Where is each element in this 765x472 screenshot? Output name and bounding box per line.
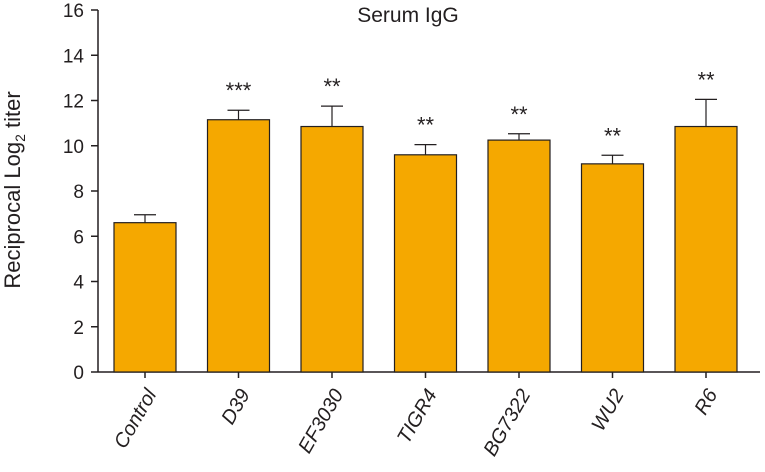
bar-control [113,222,177,373]
x-tick-label: R6 [690,385,722,419]
y-tick-label: 4 [73,273,84,294]
y-tick-label: 12 [63,92,84,113]
chart-title: Serum IgG [357,4,459,27]
x-tick-label: Control [110,385,162,452]
y-axis-label-subscript: 2 [12,134,28,142]
x-tick-labels: Control D39 EF3030 TIGR4 BG7322 WU2 R6 [110,372,723,460]
significance-label: ** [697,67,715,92]
x-tick-label: WU2 [588,386,629,435]
significance-label: ** [604,123,622,148]
bar-bg7322 [487,139,551,373]
x-tick-label: EF3030 [294,386,348,458]
x-tick-label: TIGR4 [393,386,442,448]
x-tick-label: D39 [217,386,254,429]
y-tick-label: 2 [73,318,84,339]
significance-label: ** [510,102,528,127]
significance-label: *** [226,78,252,103]
significance-label: ** [417,113,435,138]
x-tick-label: BG7322 [480,386,536,461]
significance-marks: *** **** ****** [226,67,715,148]
bars [113,119,738,373]
y-tick-label: 10 [63,137,84,158]
y-axis-label-prefix: Reciprocal Log [0,142,25,289]
significance-label: ** [323,74,341,99]
y-ticks: 0 2 4 6 8 10 12 14 16 [63,1,98,384]
y-tick-label: 14 [63,46,85,67]
y-axis-label: Reciprocal Log2 titer [0,91,28,288]
y-tick-label: 0 [73,363,84,384]
y-tick-label: 8 [73,182,84,203]
error-bars [134,98,717,223]
bar-ef3030 [300,125,364,373]
bar-r6 [674,125,738,373]
y-axis-label-suffix: titer [0,91,25,134]
bar-wu2 [580,163,645,373]
bar-tigr4 [393,154,458,373]
bar-d39 [206,119,271,373]
y-tick-label: 6 [73,227,84,248]
y-tick-label: 16 [63,1,84,22]
